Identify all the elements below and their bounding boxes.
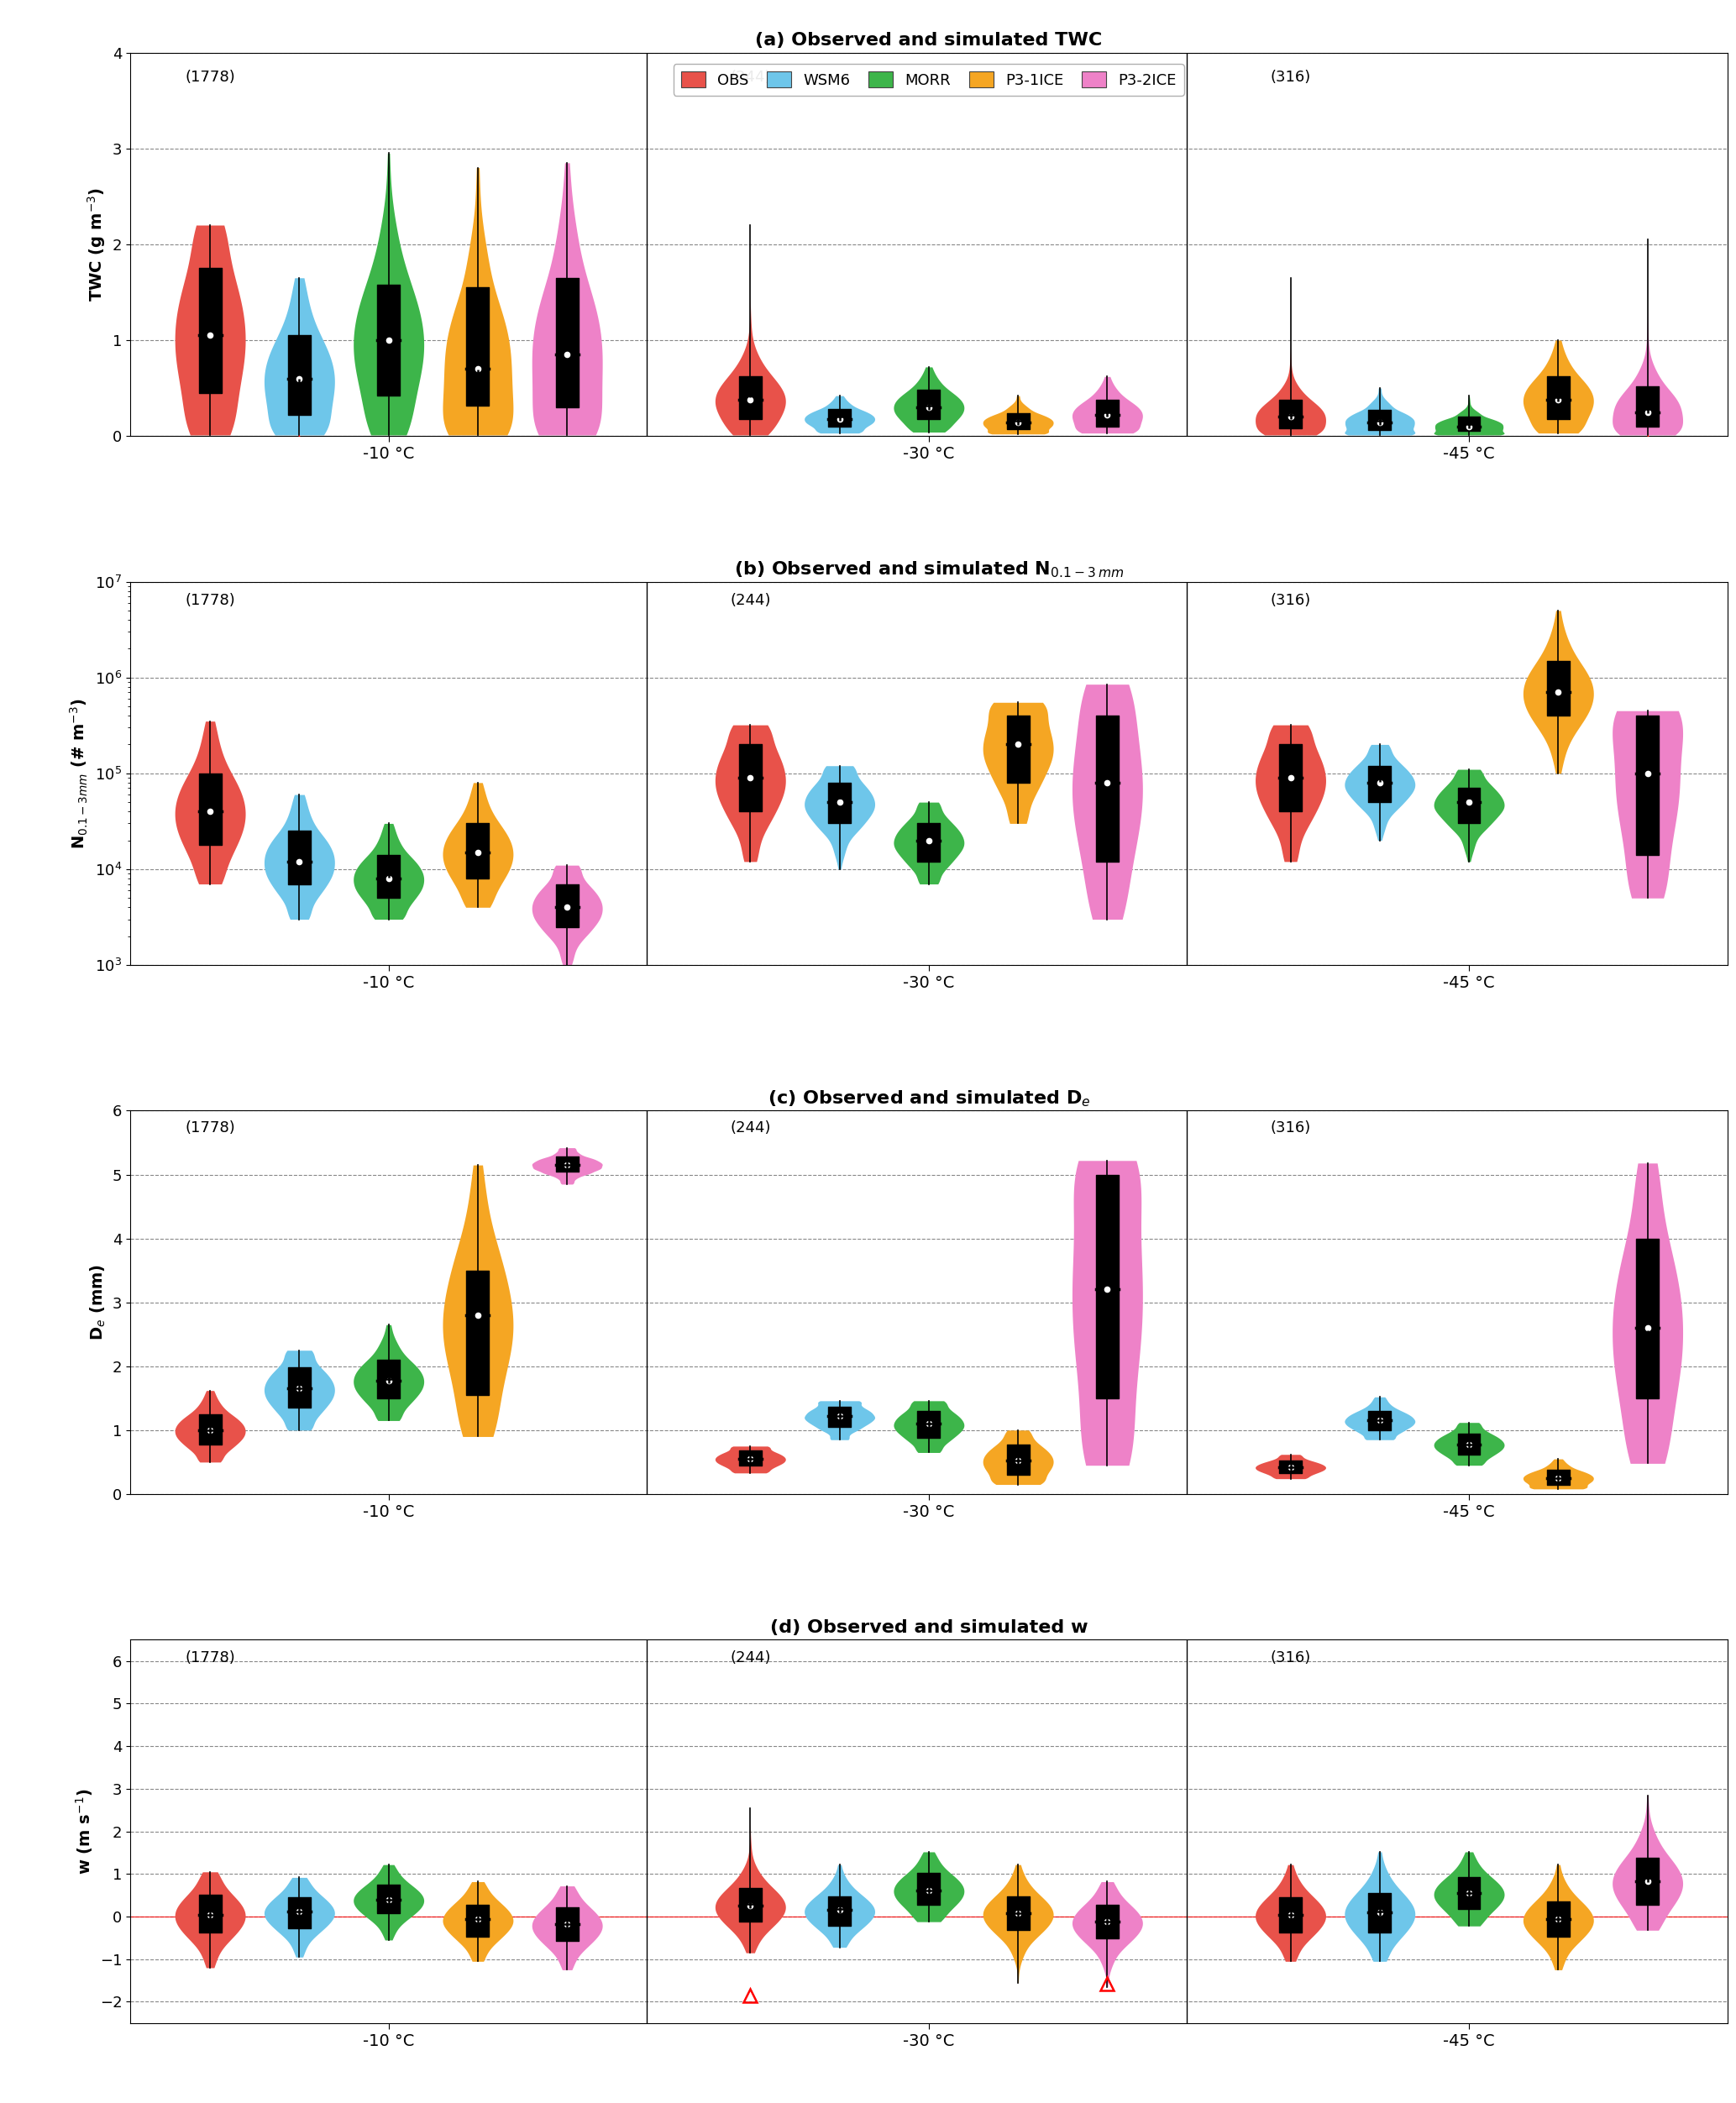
Text: (1778): (1778) (186, 1651, 234, 1666)
Legend: OBS, WSM6, MORR, P3-1ICE, P3-2ICE: OBS, WSM6, MORR, P3-1ICE, P3-2ICE (674, 63, 1184, 95)
Text: (316): (316) (1271, 1121, 1311, 1136)
Text: (316): (316) (1271, 69, 1311, 84)
Text: (316): (316) (1271, 1651, 1311, 1666)
Y-axis label: D$_e$ (mm): D$_e$ (mm) (89, 1264, 108, 1340)
Title: (c) Observed and simulated D$_e$: (c) Observed and simulated D$_e$ (767, 1089, 1090, 1108)
Text: (1778): (1778) (186, 69, 234, 84)
Text: (316): (316) (1271, 593, 1311, 608)
Title: (b) Observed and simulated N$_{0.1-3\,mm}$: (b) Observed and simulated N$_{0.1-3\,mm… (734, 559, 1123, 578)
Text: (244): (244) (729, 1121, 771, 1136)
Text: (244): (244) (729, 1651, 771, 1666)
Title: (d) Observed and simulated w: (d) Observed and simulated w (769, 1619, 1088, 1636)
Text: (1778): (1778) (186, 1121, 234, 1136)
Text: (1778): (1778) (186, 593, 234, 608)
Text: (244): (244) (729, 69, 771, 84)
Y-axis label: TWC (g m$^{-3}$): TWC (g m$^{-3}$) (87, 187, 108, 301)
Y-axis label: N$_{0.1-3mm}$ (# m$^{-3}$): N$_{0.1-3mm}$ (# m$^{-3}$) (69, 698, 90, 850)
Y-axis label: w (m s$^{-1}$): w (m s$^{-1}$) (75, 1788, 95, 1874)
Title: (a) Observed and simulated TWC: (a) Observed and simulated TWC (755, 32, 1102, 48)
Text: (244): (244) (729, 593, 771, 608)
